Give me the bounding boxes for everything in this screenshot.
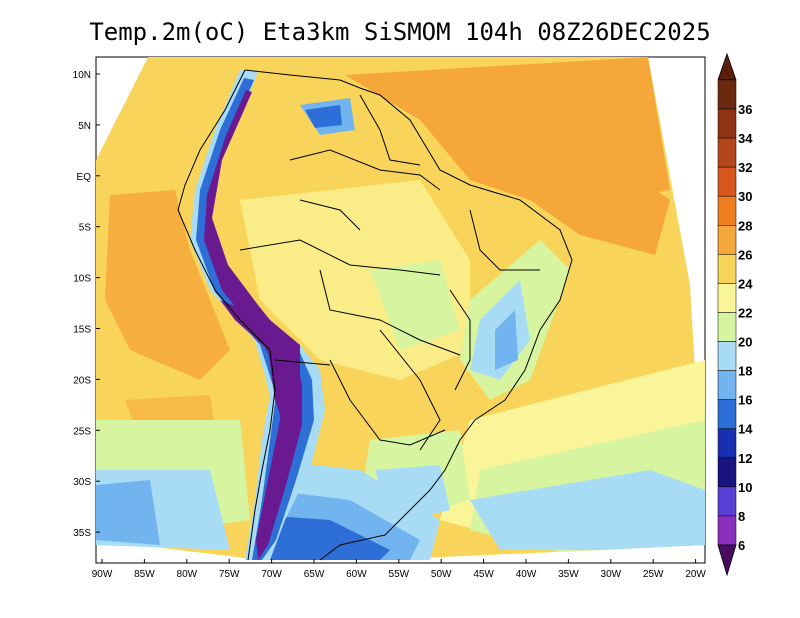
colorbar-bottom-cap bbox=[717, 544, 737, 577]
lat-tick-label: 30S bbox=[73, 477, 91, 488]
lon-tick-label: 90W bbox=[92, 569, 113, 580]
latitude-axis: 10N 5N EQ 5S 10S 15S 20S 25S 30S 35S bbox=[73, 70, 100, 539]
lon-tick-label: 75W bbox=[219, 569, 240, 580]
lat-tick-label: 15S bbox=[73, 325, 91, 336]
colorbar-top-cap bbox=[717, 52, 737, 81]
colorbar-segment bbox=[717, 486, 737, 517]
colorbar-label: 30 bbox=[738, 189, 752, 204]
colorbar-segment bbox=[717, 312, 737, 342]
lon-tick-label: 35W bbox=[558, 569, 579, 580]
colorbar-segment bbox=[717, 341, 737, 371]
colorbar-label: 32 bbox=[738, 160, 752, 175]
lat-tick-label: 25S bbox=[73, 426, 91, 437]
colorbar-label: 36 bbox=[738, 102, 752, 117]
lon-tick-label: 80W bbox=[177, 569, 198, 580]
lon-tick-label: 70W bbox=[261, 569, 282, 580]
colorbar-segment bbox=[717, 254, 737, 284]
colorbar-segment bbox=[717, 79, 737, 110]
colorbar-label: 8 bbox=[738, 509, 745, 524]
colorbar-segment bbox=[717, 515, 737, 546]
lon-tick-label: 55W bbox=[389, 569, 410, 580]
lat-tick-label: 10N bbox=[73, 70, 91, 81]
colorbar-label: 22 bbox=[738, 305, 752, 320]
colorbar-label: 18 bbox=[738, 364, 752, 379]
lat-tick-label: 5N bbox=[78, 121, 91, 132]
colorbar-segment bbox=[717, 195, 737, 226]
lat-tick-label: 10S bbox=[73, 274, 91, 285]
colorbar-label: 34 bbox=[738, 131, 753, 146]
lon-tick-label: 25W bbox=[643, 569, 664, 580]
colorbar-segment bbox=[717, 166, 737, 197]
colorbar-segment bbox=[717, 108, 737, 139]
lon-tick-label: 85W bbox=[134, 569, 155, 580]
colorbar-segment bbox=[717, 370, 737, 400]
colorbar-label: 6 bbox=[738, 538, 745, 553]
lon-tick-label: 60W bbox=[346, 569, 367, 580]
colorbar-label: 20 bbox=[738, 335, 752, 350]
colorbar-segment bbox=[717, 137, 737, 168]
lat-tick-label: 20S bbox=[73, 375, 91, 386]
lon-tick-label: 45W bbox=[473, 569, 494, 580]
colorbar-label: 10 bbox=[738, 480, 752, 495]
colorbar-label: 24 bbox=[738, 276, 753, 291]
temperature-field bbox=[96, 57, 705, 560]
colorbar-label: 14 bbox=[738, 422, 753, 437]
colorbar-segment bbox=[717, 399, 737, 429]
map-title: Temp.2m(oC) Eta3km SiSMOM 104h 08Z26DEC2… bbox=[89, 18, 711, 46]
lat-tick-label: 5S bbox=[79, 223, 92, 234]
lat-tick-label: EQ bbox=[77, 172, 92, 183]
lon-tick-label: 40W bbox=[516, 569, 537, 580]
colorbar-label: 26 bbox=[738, 247, 752, 262]
colorbar-label: 12 bbox=[738, 451, 752, 466]
lon-tick-label: 30W bbox=[601, 569, 622, 580]
lon-tick-label: 20W bbox=[685, 569, 706, 580]
colorbar-label: 28 bbox=[738, 218, 752, 233]
colorbar-segment bbox=[717, 225, 737, 255]
colorbar-segment bbox=[717, 428, 737, 459]
colorbar-segment bbox=[717, 283, 737, 313]
longitude-axis: 90W 85W 80W 75W 70W 65W 60W 55W 50W 45W 40W 35W 30W 2… bbox=[92, 559, 706, 580]
colorbar: 36 34 32 30 28 26 24 22 20 18 16 14 12 10 8 6 bbox=[717, 52, 753, 577]
colorbar-segment bbox=[717, 457, 737, 488]
coastlines-and-borders bbox=[177, 69, 573, 561]
lat-tick-label: 35S bbox=[73, 528, 91, 539]
lon-tick-label: 50W bbox=[431, 569, 452, 580]
colorbar-label: 16 bbox=[738, 393, 752, 408]
lon-tick-label: 65W bbox=[304, 569, 325, 580]
